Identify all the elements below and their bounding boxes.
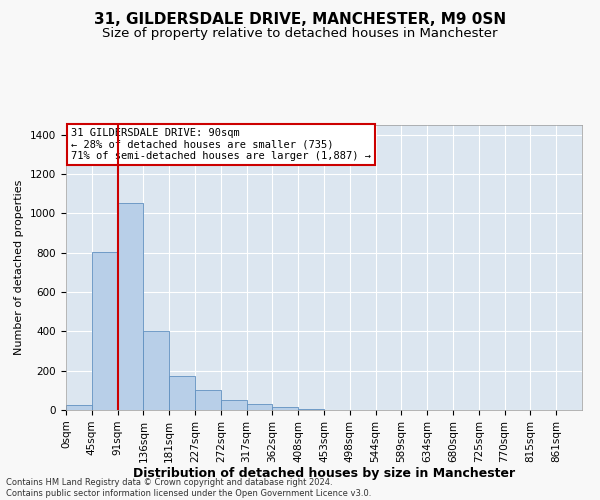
Bar [92, 252, 118, 410]
Text: 31, GILDERSDALE DRIVE, MANCHESTER, M9 0SN: 31, GILDERSDALE DRIVE, MANCHESTER, M9 0S… [94, 12, 506, 28]
Bar [118, 202, 143, 410]
Y-axis label: Number of detached properties: Number of detached properties [14, 180, 25, 355]
X-axis label: Distribution of detached houses by size in Manchester: Distribution of detached houses by size … [133, 468, 515, 480]
Bar [272, 407, 298, 410]
Bar [247, 404, 272, 410]
Text: 31 GILDERSDALE DRIVE: 90sqm
← 28% of detached houses are smaller (735)
71% of se: 31 GILDERSDALE DRIVE: 90sqm ← 28% of det… [71, 128, 371, 161]
Bar [143, 332, 169, 410]
Bar [169, 376, 195, 410]
Text: Contains HM Land Registry data © Crown copyright and database right 2024.
Contai: Contains HM Land Registry data © Crown c… [6, 478, 371, 498]
Bar [195, 390, 221, 410]
Text: Size of property relative to detached houses in Manchester: Size of property relative to detached ho… [102, 28, 498, 40]
Bar [298, 409, 324, 410]
Bar [66, 405, 92, 410]
Bar [221, 400, 247, 410]
